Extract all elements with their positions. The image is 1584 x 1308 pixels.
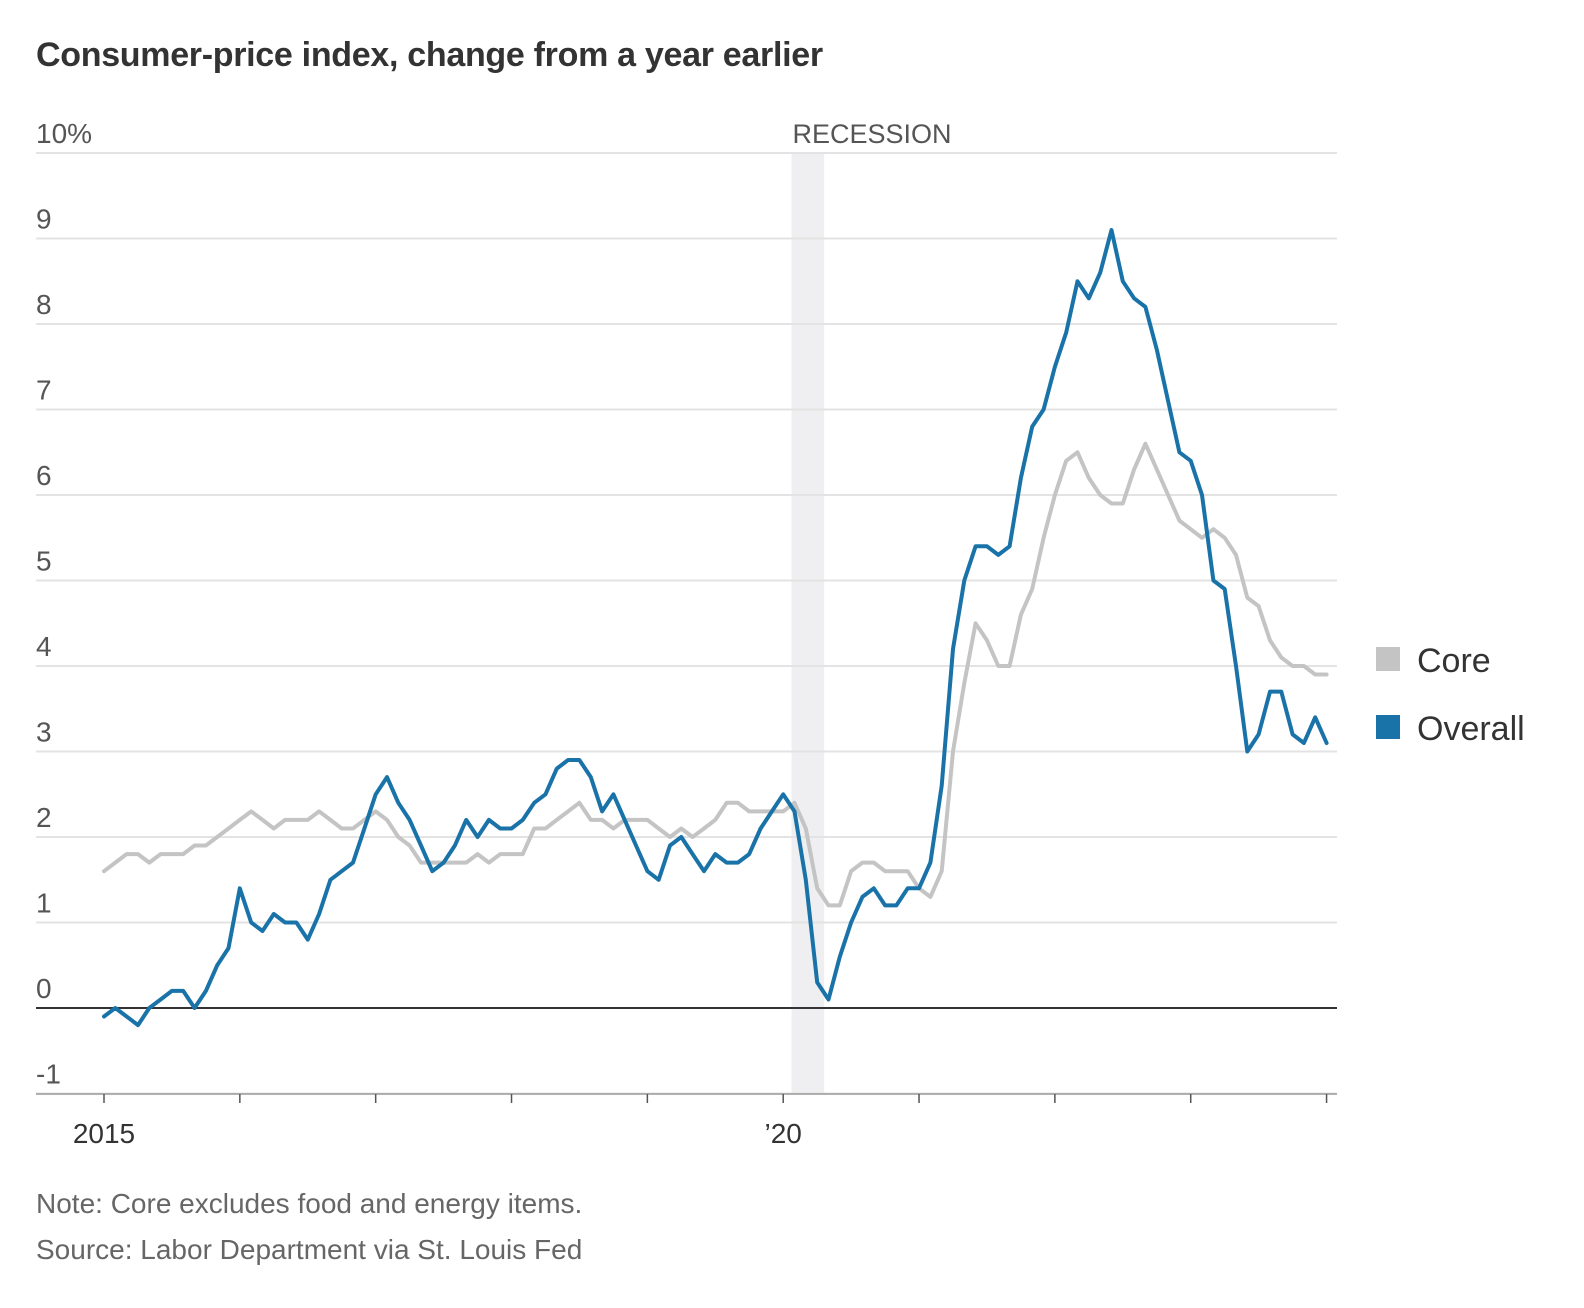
- x-axis: 2015 ’20: [36, 1093, 1337, 1149]
- series-lines: [102, 228, 1329, 1028]
- legend-swatch-overall: [1376, 715, 1400, 739]
- series-line-core: [102, 441, 1329, 908]
- y-tick-label: 5: [36, 546, 52, 577]
- legend-swatch-core: [1376, 647, 1400, 671]
- y-tick-label: 1: [36, 888, 52, 919]
- series-line-overall: [102, 228, 1329, 1028]
- y-tick-label: -1: [36, 1059, 61, 1090]
- gridlines: [36, 152, 1337, 1095]
- chart-note: Note: Core excludes food and energy item…: [36, 1188, 583, 1219]
- chart-title: Consumer-price index, change from a year…: [36, 36, 823, 74]
- y-tick-label: 3: [36, 717, 52, 748]
- y-tick-label: 7: [36, 375, 52, 406]
- x-tick-label: ’20: [765, 1118, 802, 1149]
- y-axis-tick-labels: 10% 9 8 7 6 5 4 3 2 1 0 -1: [36, 118, 92, 1090]
- legend-label-overall: Overall: [1417, 710, 1525, 748]
- y-tick-label: 4: [36, 631, 52, 662]
- y-tick-label: 6: [36, 460, 52, 491]
- recession-label: RECESSION: [793, 119, 952, 149]
- legend-label-core: Core: [1417, 642, 1491, 680]
- y-tick-label: 8: [36, 289, 52, 320]
- recession-band: [791, 153, 825, 1094]
- y-tick-label: 2: [36, 802, 52, 833]
- y-tick-label: 0: [36, 973, 52, 1004]
- legend: Core Overall: [1376, 642, 1525, 748]
- chart-source: Source: Labor Department via St. Louis F…: [36, 1234, 583, 1265]
- x-tick-label: 2015: [73, 1118, 135, 1149]
- y-tick-label: 9: [36, 204, 52, 235]
- recession-band-layer: RECESSION: [791, 119, 952, 1094]
- y-tick-label: 10%: [36, 118, 92, 149]
